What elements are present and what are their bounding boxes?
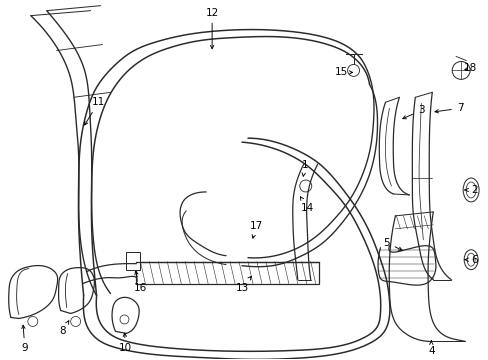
Text: 6: 6 bbox=[464, 255, 476, 265]
Text: 4: 4 bbox=[427, 341, 434, 356]
Text: 8: 8 bbox=[59, 321, 69, 336]
Text: 10: 10 bbox=[119, 333, 132, 354]
Text: 17: 17 bbox=[249, 221, 262, 238]
Text: 9: 9 bbox=[21, 325, 28, 354]
Bar bbox=[136, 262, 318, 284]
Text: 12: 12 bbox=[205, 8, 218, 49]
Text: 14: 14 bbox=[300, 197, 314, 213]
Text: 3: 3 bbox=[402, 105, 424, 119]
Text: 15: 15 bbox=[334, 67, 352, 77]
Text: 5: 5 bbox=[383, 238, 401, 250]
Text: 1: 1 bbox=[301, 160, 307, 176]
Text: 2: 2 bbox=[464, 185, 476, 195]
Text: 16: 16 bbox=[134, 271, 147, 293]
Text: 7: 7 bbox=[434, 103, 463, 113]
Text: 18: 18 bbox=[463, 63, 476, 73]
Bar bbox=[126, 252, 140, 270]
Text: 13: 13 bbox=[235, 276, 251, 293]
Text: 11: 11 bbox=[84, 97, 105, 125]
